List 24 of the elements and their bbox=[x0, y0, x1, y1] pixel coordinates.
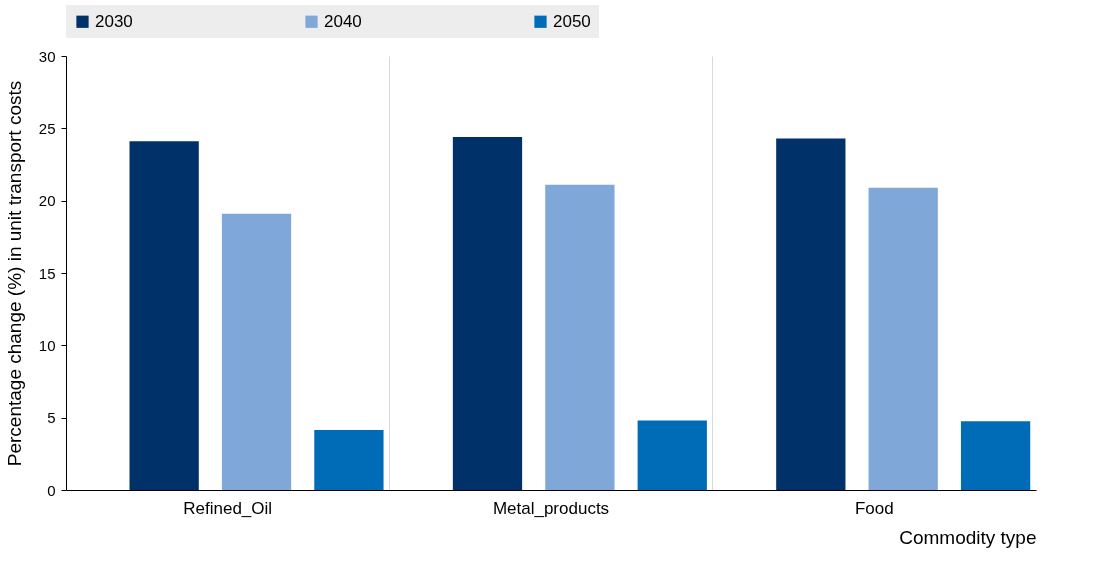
legend-label: 2050 bbox=[553, 11, 591, 31]
legend-label: 2040 bbox=[324, 11, 362, 31]
x-tick-label: Refined_Oil bbox=[183, 498, 273, 518]
y-tick-label: 5 bbox=[47, 409, 56, 427]
y-axis-title: Percentage change (%) in unit transport costs bbox=[3, 80, 25, 467]
bar bbox=[868, 187, 938, 490]
bar bbox=[776, 138, 846, 490]
bar bbox=[129, 141, 199, 490]
bar bbox=[452, 137, 523, 490]
x-axis-title: Commodity type bbox=[899, 526, 1037, 548]
y-tick-label: 30 bbox=[38, 47, 56, 65]
bar bbox=[314, 429, 384, 490]
y-tick-label: 15 bbox=[38, 264, 56, 282]
y-tick-label: 25 bbox=[38, 119, 56, 137]
x-tick-label: Metal_products bbox=[492, 498, 610, 518]
y-tick-label: 10 bbox=[38, 336, 56, 354]
legend-label: 2030 bbox=[95, 11, 133, 31]
y-tick-label: 0 bbox=[47, 481, 56, 499]
y-tick-label: 20 bbox=[38, 192, 56, 210]
bar bbox=[637, 420, 707, 490]
bar bbox=[960, 421, 1031, 490]
bar bbox=[221, 213, 292, 490]
x-tick-label: Food bbox=[854, 498, 894, 518]
bar bbox=[545, 184, 615, 490]
